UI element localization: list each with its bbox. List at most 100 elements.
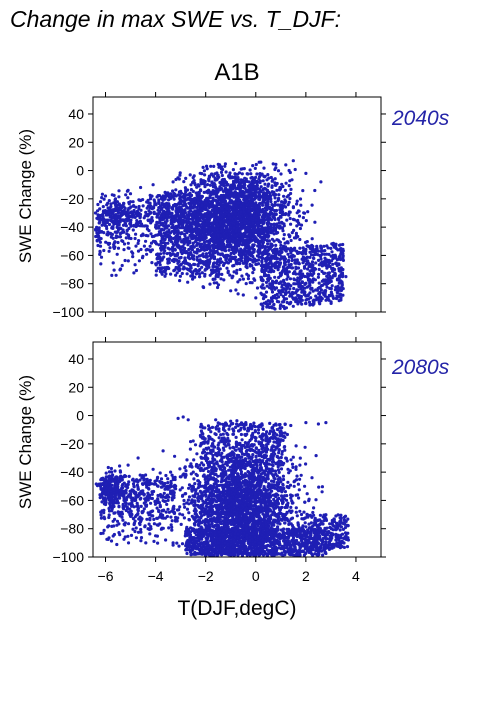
data-point (122, 201, 126, 206)
data-point (98, 252, 102, 256)
data-point (162, 196, 166, 200)
data-point (283, 188, 287, 192)
data-point (311, 277, 315, 281)
data-point (142, 216, 146, 220)
data-point (277, 193, 281, 197)
data-point (275, 224, 279, 228)
data-point (235, 259, 239, 263)
data-point (221, 239, 225, 243)
data-point (211, 277, 216, 281)
data-point (284, 181, 288, 185)
data-point (246, 277, 250, 281)
data-point (178, 194, 182, 198)
data-point (197, 228, 201, 232)
data-point (306, 210, 310, 214)
data-point (133, 263, 137, 267)
data-point (281, 184, 285, 189)
data-point (335, 287, 339, 291)
data-point (145, 252, 149, 256)
data-point (157, 230, 161, 234)
data-point (195, 224, 199, 228)
data-point (206, 191, 210, 195)
data-point (283, 282, 287, 287)
points-2080s (94, 415, 350, 558)
data-point (207, 241, 211, 245)
data-point (112, 268, 116, 272)
data-point (203, 173, 207, 177)
data-point (226, 183, 230, 187)
data-point (148, 244, 152, 248)
data-point (277, 221, 281, 225)
data-point (243, 176, 247, 180)
data-point (215, 272, 219, 277)
data-point (157, 206, 161, 210)
data-point (146, 214, 150, 218)
data-point (174, 265, 178, 270)
data-point (273, 275, 277, 279)
data-point (210, 270, 214, 275)
data-point (126, 241, 130, 245)
data-point (109, 204, 113, 209)
data-point (303, 282, 307, 286)
data-point (115, 221, 119, 225)
data-point (198, 275, 202, 279)
data-point (246, 274, 251, 278)
data-point (274, 183, 278, 187)
data-point (131, 200, 135, 204)
data-point (287, 212, 291, 216)
data-point (313, 266, 317, 271)
data-point (263, 245, 267, 249)
data-point (120, 263, 124, 268)
data-point (247, 196, 251, 200)
data-point (141, 233, 145, 237)
data-point (240, 274, 244, 278)
data-point (99, 214, 103, 218)
data-point (294, 265, 298, 269)
data-point (251, 198, 255, 202)
data-point (265, 305, 269, 309)
data-point (290, 258, 294, 263)
data-point (196, 213, 200, 217)
data-point (279, 248, 283, 252)
data-point (114, 206, 119, 210)
data-point (246, 242, 250, 246)
data-point (335, 263, 339, 268)
data-point (166, 241, 170, 245)
data-point (283, 201, 287, 205)
data-point (288, 248, 292, 252)
data-point (177, 201, 181, 205)
data-point (149, 501, 153, 505)
data-point (282, 287, 286, 291)
data-point (263, 229, 267, 233)
data-point (229, 251, 233, 256)
data-point (192, 245, 196, 249)
data-point (266, 184, 270, 188)
data-point (284, 306, 288, 310)
data-point (301, 289, 305, 293)
data-point (190, 274, 195, 278)
data-point (274, 208, 279, 213)
data-point (340, 283, 344, 287)
data-point (260, 278, 264, 282)
data-point (204, 222, 208, 226)
data-point (126, 233, 130, 237)
data-point (299, 296, 303, 300)
data-point (187, 262, 192, 266)
data-point (201, 165, 205, 169)
data-point (180, 223, 184, 228)
data-point (196, 264, 200, 268)
data-point (213, 190, 217, 194)
data-point (201, 285, 205, 289)
data-point (288, 179, 292, 183)
data-point (216, 190, 220, 194)
data-point (298, 237, 302, 242)
data-point (159, 241, 163, 245)
data-point (177, 225, 181, 229)
data-point (301, 261, 305, 265)
data-point (277, 290, 282, 294)
data-point (111, 261, 115, 265)
data-point (286, 203, 290, 207)
data-point (255, 172, 259, 176)
data-point (228, 273, 232, 277)
data-point (117, 195, 121, 199)
